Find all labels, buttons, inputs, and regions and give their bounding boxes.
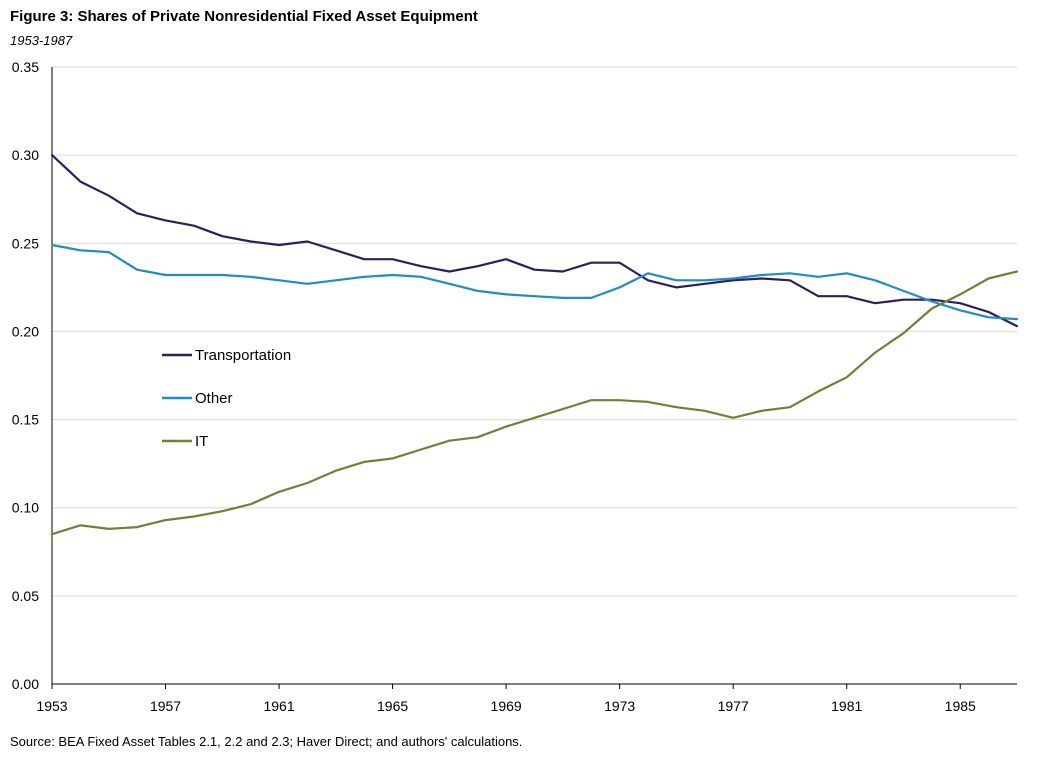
y-tick-label: 0.25 xyxy=(12,235,39,251)
x-tick-label: 1981 xyxy=(831,698,862,714)
y-tick-label: 0.35 xyxy=(12,59,39,75)
series-line-it xyxy=(50,270,1019,536)
legend: Transportation Other IT xyxy=(162,347,291,450)
chart-title: Figure 3: Shares of Private Nonresidenti… xyxy=(10,8,478,25)
x-tick-label: 1957 xyxy=(150,698,181,714)
series-lines xyxy=(50,154,1019,536)
gridlines xyxy=(52,66,1017,597)
y-tick-label: 0.10 xyxy=(12,500,39,516)
x-tick-label: 1953 xyxy=(36,698,67,714)
x-tick-label: 1969 xyxy=(491,698,522,714)
y-tick-label: 0.00 xyxy=(12,676,39,692)
chart-subtitle: 1953-1987 xyxy=(10,33,73,48)
axes xyxy=(51,67,1017,689)
y-axis-tick-labels: 0.00 0.05 0.10 0.15 0.20 0.25 0.30 0.35 xyxy=(12,59,39,692)
legend-label-it: IT xyxy=(195,433,208,450)
x-tick-label: 1961 xyxy=(263,698,294,714)
x-tick-label: 1985 xyxy=(945,698,976,714)
source-note: Source: BEA Fixed Asset Tables 2.1, 2.2 … xyxy=(10,734,523,749)
legend-label-other: Other xyxy=(195,390,233,407)
x-axis-tick-labels: 1953 1957 1961 1965 1969 1973 1977 1981 1985 xyxy=(36,698,976,714)
y-tick-label: 0.05 xyxy=(12,588,39,604)
series-line-transportation xyxy=(50,154,1019,328)
y-tick-label: 0.20 xyxy=(12,323,39,339)
x-tick-label: 1973 xyxy=(604,698,635,714)
y-tick-label: 0.15 xyxy=(12,412,39,428)
x-tick-label: 1977 xyxy=(718,698,749,714)
series-line-other xyxy=(50,243,1019,321)
legend-label-transportation: Transportation xyxy=(195,347,291,364)
y-tick-label: 0.30 xyxy=(12,147,39,163)
x-tick-label: 1965 xyxy=(377,698,408,714)
